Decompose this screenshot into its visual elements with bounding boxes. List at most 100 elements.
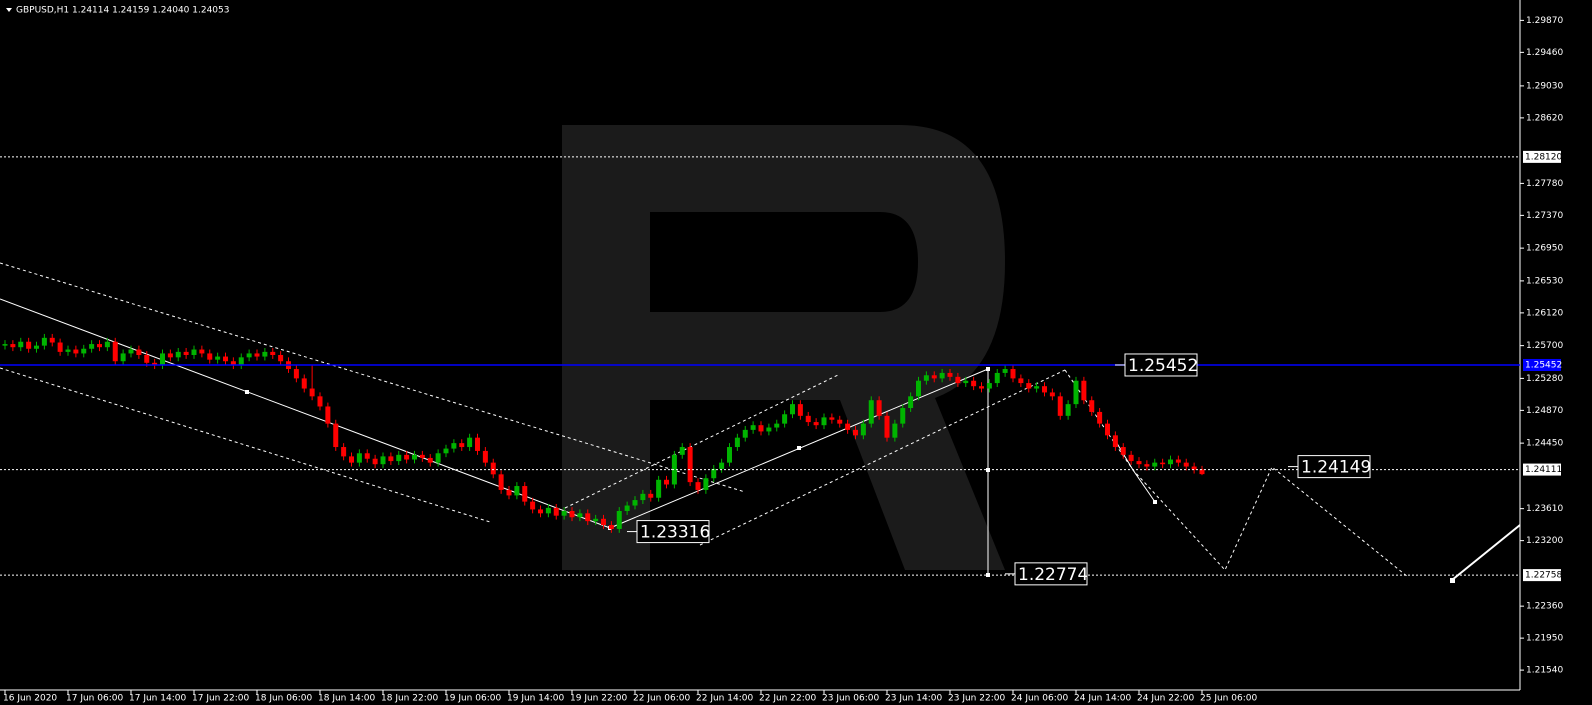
candle-body bbox=[1010, 369, 1016, 379]
x-tick-label: 24 Jun 06:00 bbox=[1011, 694, 1068, 704]
candle-body bbox=[89, 344, 95, 349]
candle-body bbox=[947, 372, 953, 377]
candle-body bbox=[380, 456, 386, 465]
candle-body bbox=[1081, 380, 1087, 401]
channel-line bbox=[564, 374, 839, 509]
candle-body bbox=[175, 351, 181, 358]
candle-body bbox=[632, 500, 638, 506]
candle-body bbox=[979, 386, 984, 389]
candle-body bbox=[325, 406, 331, 424]
candle-body bbox=[1073, 380, 1079, 405]
annotation-box bbox=[1014, 562, 1088, 586]
candle-body bbox=[34, 345, 39, 349]
candle-body bbox=[506, 489, 512, 496]
x-tick-label: 23 Jun 06:00 bbox=[822, 694, 879, 704]
level-label-box bbox=[1523, 150, 1561, 163]
candle-body bbox=[734, 437, 740, 448]
candle-body bbox=[797, 404, 803, 416]
candle-body bbox=[26, 341, 32, 349]
candle-body bbox=[640, 493, 646, 501]
candle-body bbox=[333, 423, 339, 448]
candle-body bbox=[1089, 400, 1095, 412]
x-tick-label: 24 Jun 22:00 bbox=[1137, 694, 1194, 704]
candle-body bbox=[435, 453, 441, 463]
marker bbox=[797, 446, 801, 450]
y-tick-label: 1.29460 bbox=[1526, 48, 1563, 58]
candle-body bbox=[939, 372, 945, 379]
channel-line bbox=[699, 369, 1066, 546]
candle-body bbox=[404, 454, 410, 460]
x-tick-label: 19 Jun 14:00 bbox=[507, 694, 564, 704]
candle-body bbox=[1160, 462, 1166, 465]
y-tick-label: 1.24450 bbox=[1526, 439, 1563, 449]
candle-body bbox=[758, 425, 764, 432]
channel-line bbox=[0, 262, 746, 493]
candle-body bbox=[112, 341, 118, 362]
candle-body bbox=[309, 388, 315, 397]
y-tick-label: 1.21950 bbox=[1526, 634, 1563, 644]
candle-body bbox=[57, 342, 63, 352]
candle-body bbox=[853, 429, 858, 436]
candle-body bbox=[908, 396, 914, 409]
candle-body bbox=[553, 507, 559, 516]
candle-body bbox=[1168, 459, 1173, 465]
candle-body bbox=[782, 414, 788, 424]
y-tick-label: 1.25280 bbox=[1526, 374, 1563, 384]
candle-body bbox=[703, 478, 709, 490]
candle-body bbox=[270, 351, 276, 355]
candle-body bbox=[1191, 466, 1197, 470]
candle-body bbox=[900, 408, 906, 424]
y-tick-label: 1.25700 bbox=[1526, 341, 1563, 351]
watermark bbox=[562, 125, 1005, 570]
candle-body bbox=[238, 357, 244, 366]
candle-body bbox=[656, 479, 662, 498]
candle-body bbox=[364, 453, 370, 459]
candle-body bbox=[207, 353, 213, 360]
candle-body bbox=[317, 396, 323, 407]
candle-body bbox=[10, 344, 16, 348]
menu-arrow bbox=[6, 8, 12, 12]
candle-body bbox=[616, 510, 622, 529]
x-tick-label: 23 Jun 14:00 bbox=[885, 694, 942, 704]
y-tick-label: 1.21540 bbox=[1526, 666, 1563, 676]
annotation-box bbox=[636, 520, 710, 544]
annotation-label: 1.24149 bbox=[1301, 458, 1371, 478]
candle-body bbox=[569, 510, 575, 518]
candle-body bbox=[664, 479, 669, 485]
candle-body bbox=[1120, 447, 1126, 455]
candle-body bbox=[167, 353, 173, 358]
candle-body bbox=[1152, 462, 1158, 467]
annotation-label: 1.23316 bbox=[640, 523, 710, 543]
candle-body bbox=[349, 456, 354, 463]
candle-body bbox=[1049, 392, 1055, 397]
candle-body bbox=[490, 462, 496, 475]
candle-body bbox=[790, 404, 795, 415]
candle-body bbox=[923, 375, 929, 381]
marker bbox=[245, 390, 249, 394]
annotation-box bbox=[1124, 353, 1198, 377]
candle-body bbox=[585, 513, 591, 522]
x-tick-label: 17 Jun 06:00 bbox=[66, 694, 123, 704]
y-tick-label: 1.24870 bbox=[1526, 406, 1563, 416]
candle-body bbox=[246, 353, 252, 358]
candle-body bbox=[538, 509, 543, 514]
candle-body bbox=[1065, 404, 1071, 416]
candle-body bbox=[766, 427, 772, 432]
channel-line bbox=[0, 367, 491, 523]
candle-body bbox=[81, 348, 87, 354]
candle-body bbox=[419, 454, 425, 458]
y-tick-label: 1.26530 bbox=[1526, 276, 1563, 286]
candle-body bbox=[845, 423, 851, 430]
y-tick-label: 1.29030 bbox=[1526, 81, 1563, 91]
candle-body bbox=[868, 400, 874, 424]
candle-body bbox=[1034, 386, 1040, 389]
candle-body bbox=[601, 518, 606, 526]
candle-body bbox=[144, 354, 150, 363]
candle-body bbox=[963, 380, 969, 384]
marker bbox=[1153, 500, 1157, 504]
candle-body bbox=[955, 376, 961, 384]
candle-body bbox=[65, 349, 71, 352]
level-label: 1.24111 bbox=[1525, 465, 1562, 475]
candle-body bbox=[341, 447, 347, 457]
